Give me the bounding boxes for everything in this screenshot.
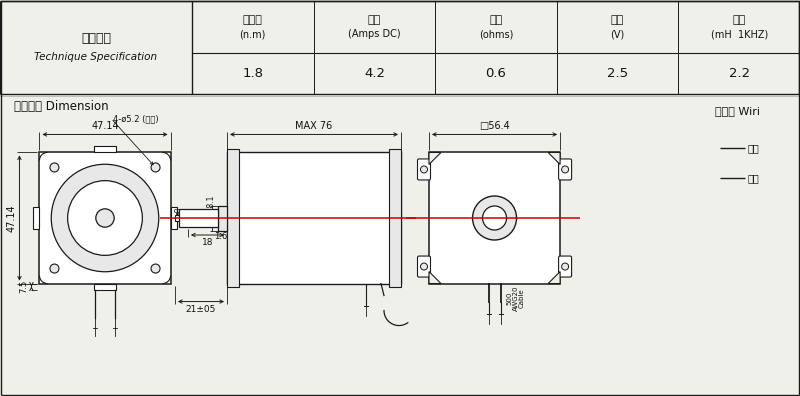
Text: MAX 76: MAX 76 [295, 122, 333, 131]
Text: (V): (V) [610, 29, 625, 39]
Circle shape [151, 264, 160, 273]
Bar [429, 152, 560, 284]
Bar [94, 147, 116, 152]
Text: 18: 18 [202, 238, 214, 247]
Circle shape [50, 163, 59, 172]
Bar [227, 152, 401, 284]
Bar [39, 152, 170, 284]
Text: 7.5: 7.5 [19, 280, 29, 293]
Text: 500: 500 [506, 292, 513, 305]
Bar [170, 207, 177, 229]
Bar [179, 209, 218, 227]
Text: 47.14: 47.14 [91, 122, 119, 131]
Text: (Amps DC): (Amps DC) [348, 29, 401, 39]
Text: ø8: ø8 [174, 207, 183, 216]
Polygon shape [548, 272, 560, 284]
Text: 绕线图 Wiri: 绕线图 Wiri [715, 106, 760, 116]
Text: 机械尺寸 Dimension: 机械尺寸 Dimension [14, 100, 109, 113]
Text: 21±05: 21±05 [186, 305, 216, 314]
Text: 电流: 电流 [368, 15, 381, 25]
Bar [227, 149, 239, 287]
Text: (mH  1KHZ): (mH 1KHZ) [710, 29, 768, 39]
Bar [218, 206, 227, 230]
Text: 电感: 电感 [733, 15, 746, 25]
Circle shape [151, 163, 160, 172]
Circle shape [421, 166, 427, 173]
Circle shape [482, 206, 506, 230]
Text: 节一: 节一 [748, 143, 760, 153]
Polygon shape [548, 152, 560, 164]
Circle shape [68, 181, 142, 255]
Text: Technique Specification: Technique Specification [34, 51, 158, 61]
Text: (ohms): (ohms) [479, 29, 513, 39]
Text: 0.6: 0.6 [486, 67, 506, 80]
Text: Cable: Cable [518, 289, 525, 308]
Text: 第一: 第一 [748, 173, 760, 183]
FancyBboxPatch shape [418, 159, 430, 180]
Circle shape [562, 166, 569, 173]
Text: ø38.1: ø38.1 [207, 194, 216, 216]
Circle shape [421, 263, 427, 270]
FancyBboxPatch shape [558, 256, 571, 277]
Text: 电阻: 电阻 [490, 15, 502, 25]
Circle shape [562, 263, 569, 270]
Circle shape [51, 164, 158, 272]
FancyBboxPatch shape [558, 159, 571, 180]
Polygon shape [429, 152, 441, 164]
Bar [34, 207, 39, 229]
Text: 2.5: 2.5 [607, 67, 628, 80]
Text: 4.2: 4.2 [364, 67, 385, 80]
Text: 47.14: 47.14 [6, 204, 17, 232]
Text: 1.8: 1.8 [242, 67, 263, 80]
Circle shape [473, 196, 517, 240]
Polygon shape [429, 272, 441, 284]
Text: □56.4: □56.4 [479, 122, 510, 131]
Text: 静力矩: 静力矩 [243, 15, 262, 25]
Circle shape [50, 264, 59, 273]
FancyBboxPatch shape [418, 256, 430, 277]
Text: (n.m): (n.m) [240, 29, 266, 39]
Text: 2.2: 2.2 [729, 67, 750, 80]
Bar [94, 284, 116, 289]
Bar [389, 149, 401, 287]
Text: 技术规格: 技术规格 [81, 32, 111, 45]
Text: 1.6: 1.6 [214, 232, 228, 241]
Circle shape [96, 209, 114, 227]
Text: AWG20: AWG20 [513, 286, 518, 311]
Text: 电压: 电压 [611, 15, 624, 25]
Text: 4-ø5.2 (通孔): 4-ø5.2 (通孔) [113, 114, 158, 123]
Bar [175, 215, 179, 221]
